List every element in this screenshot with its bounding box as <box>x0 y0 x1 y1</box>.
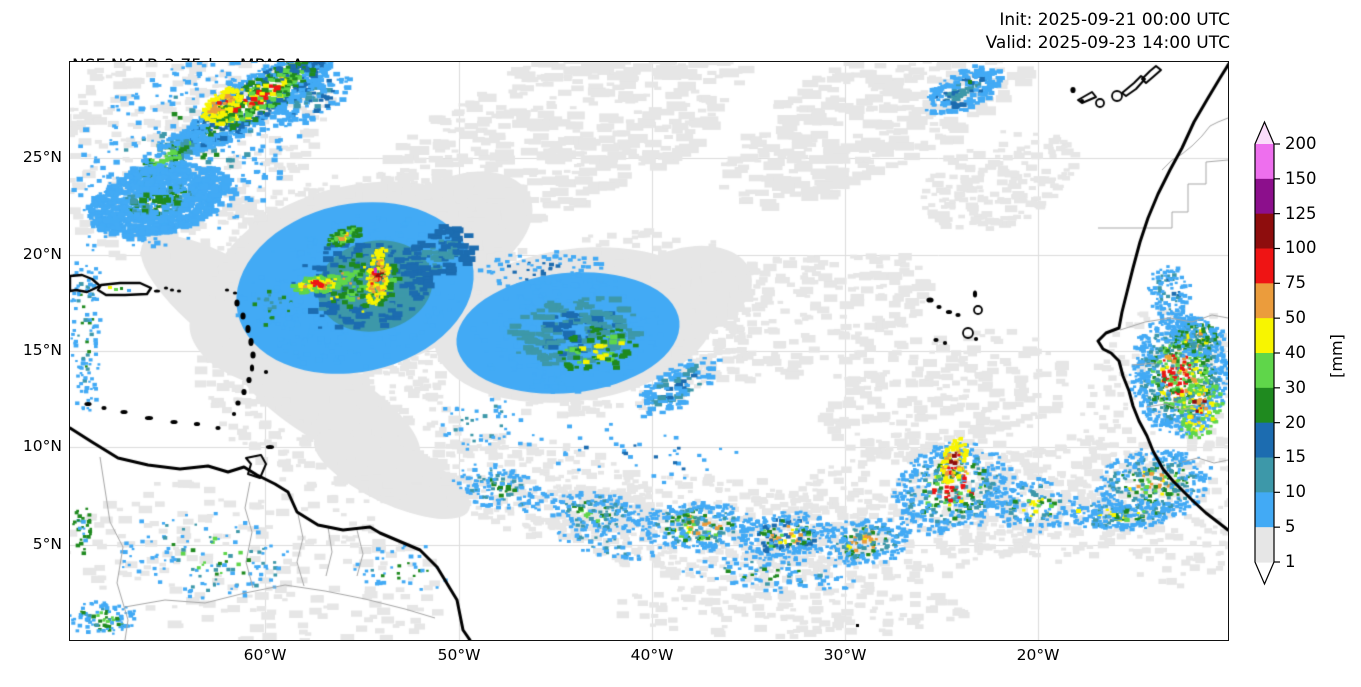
colorbar <box>1253 120 1301 590</box>
colorbar-tick-label: 50 <box>1285 308 1306 328</box>
colorbar-tick-label: 15 <box>1285 447 1306 467</box>
colorbar-arrow <box>1255 122 1274 144</box>
colorbar-tick-label: 75 <box>1285 273 1306 293</box>
y-tick-label: 20°N <box>22 245 62 263</box>
colorbar-segment <box>1255 318 1274 354</box>
colorbar-tick-label: 5 <box>1285 517 1296 537</box>
map-canvas <box>70 62 1228 640</box>
y-tick-label: 25°N <box>22 148 62 166</box>
colorbar-tick-label: 40 <box>1285 342 1306 362</box>
x-tick-label: 50°W <box>437 646 481 664</box>
x-tick-label: 60°W <box>243 646 287 664</box>
colorbar-tick-label: 100 <box>1285 238 1317 258</box>
colorbar-tick-label: 1 <box>1285 551 1296 571</box>
y-tick-label: 15°N <box>22 341 62 359</box>
colorbar-segment <box>1255 457 1274 493</box>
run-times: Init: 2025-09-21 00:00 UTC Valid: 2025-0… <box>810 9 1230 55</box>
colorbar-segment <box>1255 352 1274 389</box>
y-tick-label: 10°N <box>22 437 62 455</box>
colorbar-tick-label: 10 <box>1285 482 1306 502</box>
colorbar-tick-label: 20 <box>1285 412 1306 432</box>
colorbar-segment <box>1255 144 1274 180</box>
colorbar-arrow <box>1255 561 1274 584</box>
colorbar-segment <box>1255 422 1274 459</box>
map-panel <box>69 61 1229 641</box>
colorbar-segment <box>1255 213 1274 250</box>
init-time-label: Init: 2025-09-21 00:00 UTC <box>999 10 1230 30</box>
colorbar-svg <box>1254 120 1280 586</box>
colorbar-tick-label: 30 <box>1285 377 1306 397</box>
colorbar-tick-label: 200 <box>1285 134 1317 153</box>
x-tick-label: 20°W <box>1016 646 1060 664</box>
colorbar-segment <box>1255 178 1274 215</box>
x-tick-label: 30°W <box>823 646 867 664</box>
colorbar-tick-label: 125 <box>1285 203 1317 223</box>
colorbar-segment <box>1255 387 1274 424</box>
colorbar-segment <box>1255 527 1274 563</box>
colorbar-segment <box>1255 248 1274 284</box>
y-tick-label: 5°N <box>32 535 62 553</box>
colorbar-unit-label: [mm] <box>1327 334 1346 378</box>
colorbar-segment <box>1255 283 1274 319</box>
colorbar-tick-label: 150 <box>1285 168 1317 188</box>
valid-time-label: Valid: 2025-09-23 14:00 UTC <box>985 33 1230 53</box>
colorbar-segment <box>1255 492 1274 528</box>
x-tick-label: 40°W <box>630 646 674 664</box>
